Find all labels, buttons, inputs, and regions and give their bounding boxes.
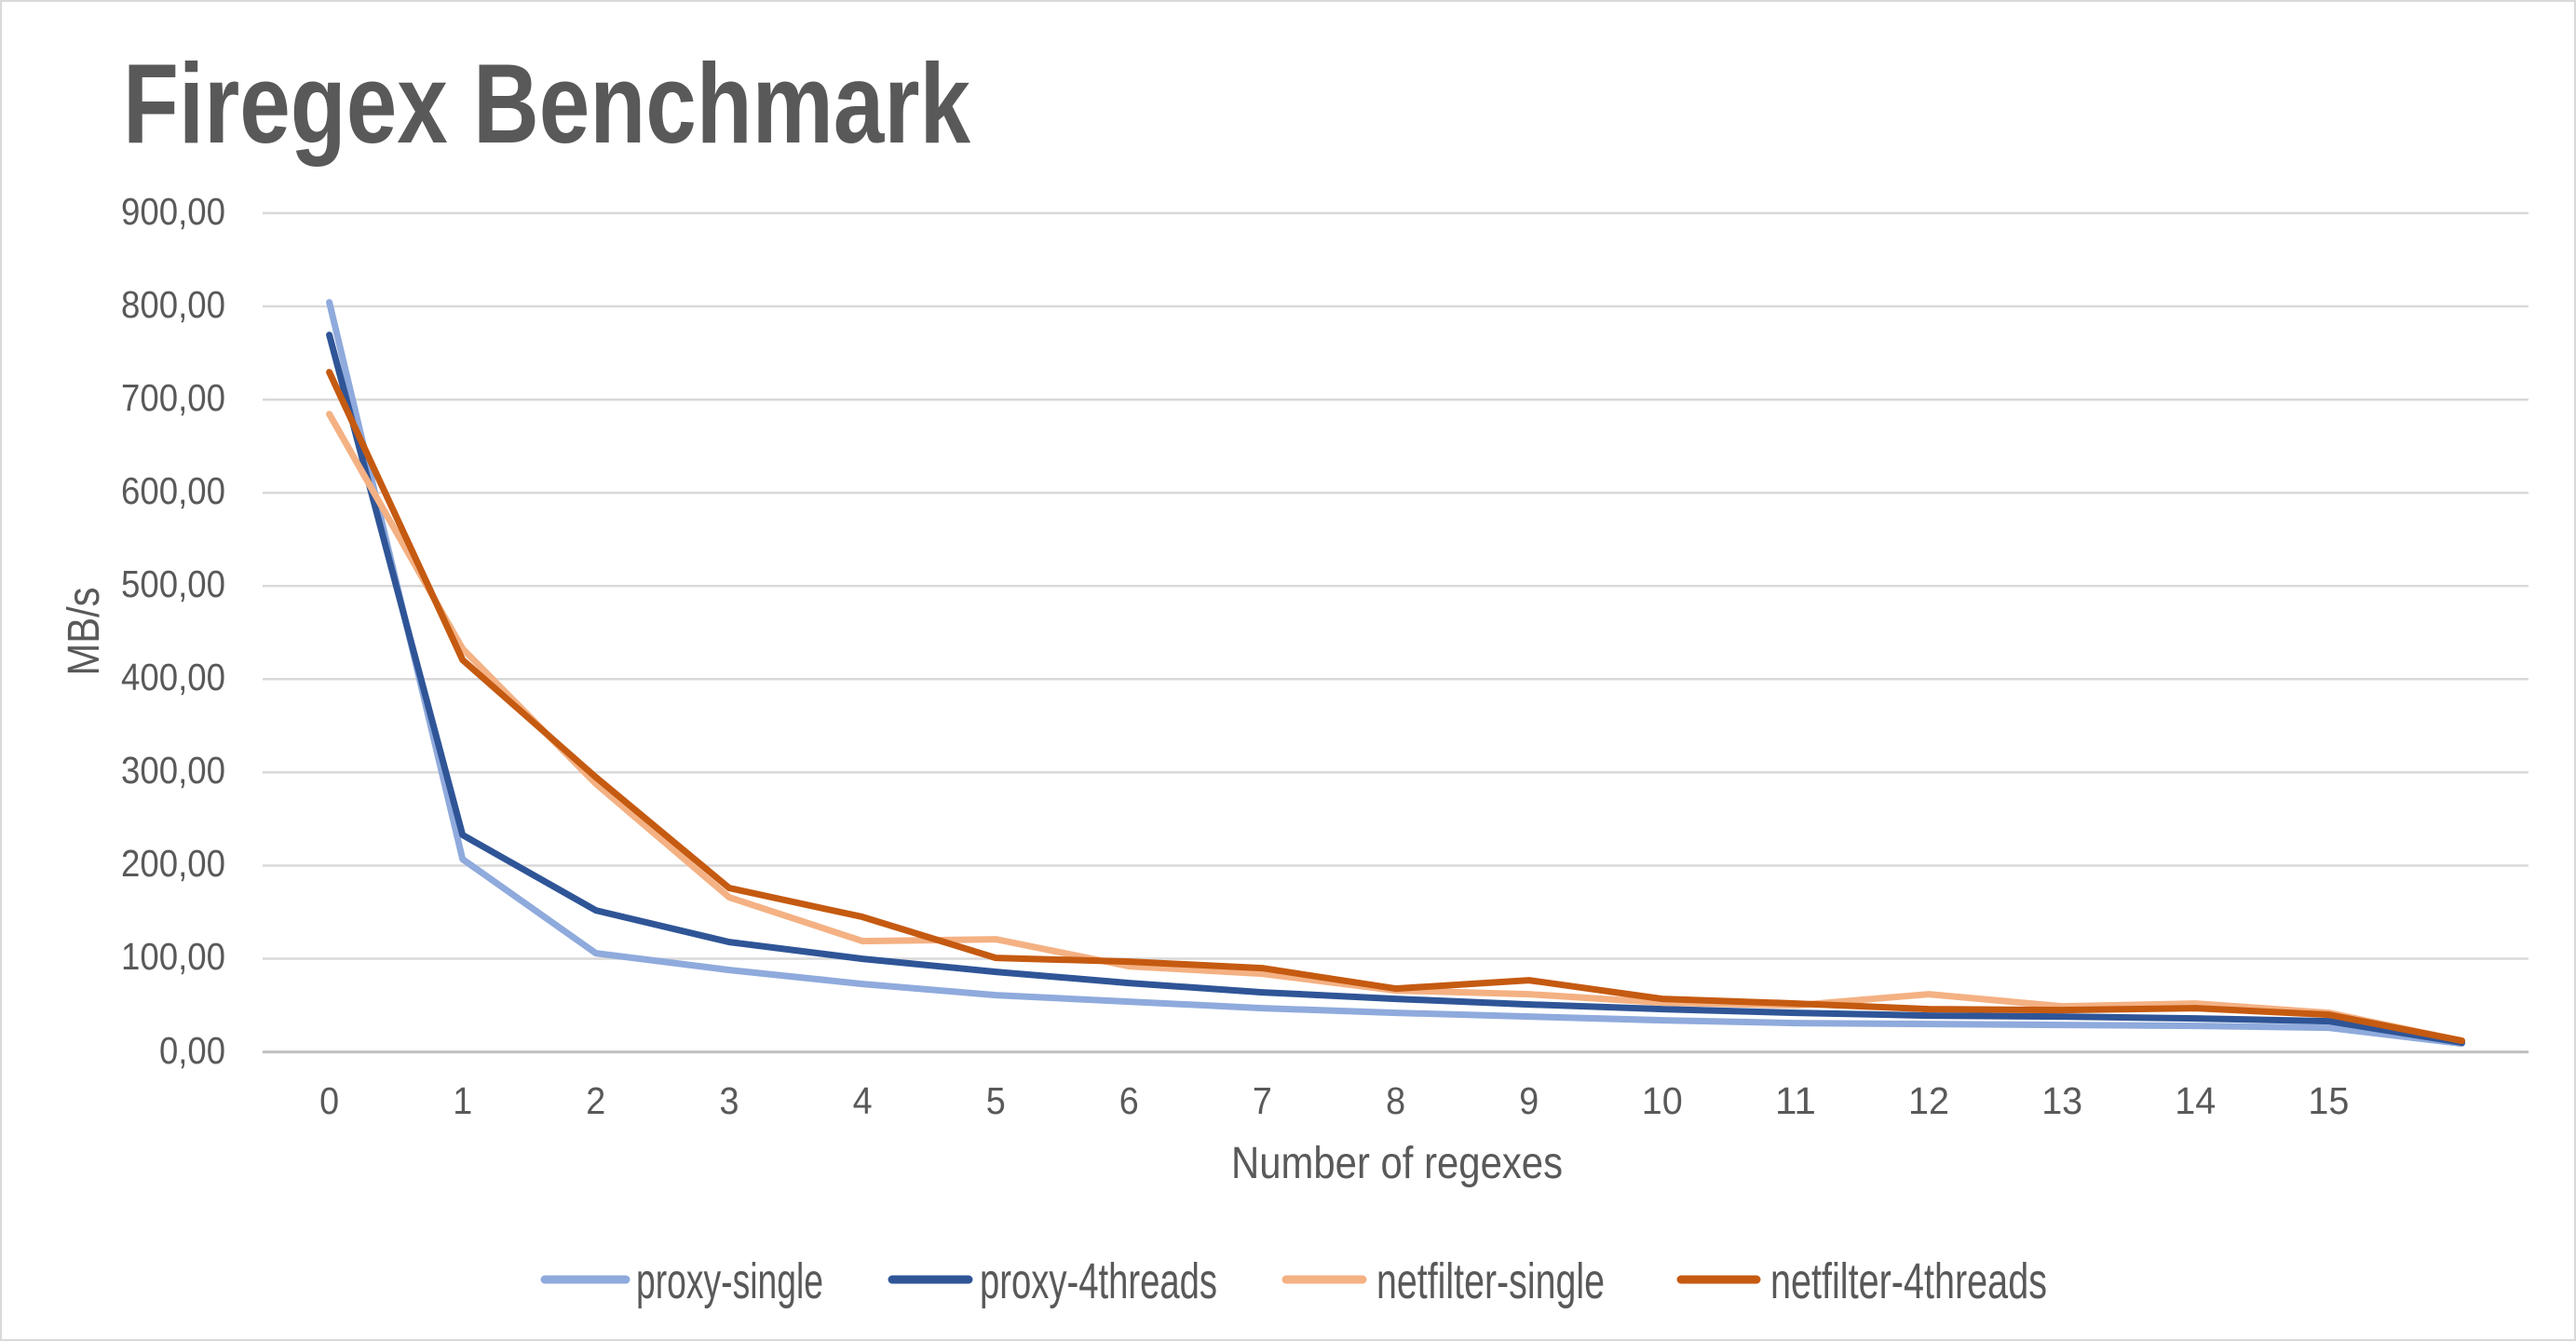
svg-text:14: 14 [2175,1079,2216,1122]
svg-text:12: 12 [1908,1079,1949,1122]
svg-text:1: 1 [453,1079,472,1122]
svg-text:500,00: 500,00 [121,562,225,605]
svg-text:900,00: 900,00 [121,190,225,233]
svg-text:4: 4 [853,1079,873,1122]
svg-text:Number of regexes: Number of regexes [1231,1139,1563,1188]
svg-text:9: 9 [1519,1079,1539,1122]
svg-text:3: 3 [720,1079,739,1122]
svg-text:7: 7 [1253,1079,1272,1122]
svg-text:5: 5 [986,1079,1006,1122]
svg-text:proxy-single: proxy-single [636,1253,823,1309]
svg-text:800,00: 800,00 [121,283,225,326]
svg-text:Firegex Benchmark: Firegex Benchmark [123,40,970,167]
svg-text:netfilter-single: netfilter-single [1376,1253,1605,1309]
svg-text:MB/s: MB/s [60,588,109,676]
svg-text:proxy-4threads: proxy-4threads [980,1253,1217,1309]
svg-text:600,00: 600,00 [121,469,225,512]
svg-text:0,00: 0,00 [159,1029,225,1072]
svg-text:8: 8 [1386,1079,1405,1122]
svg-text:netfilter-4threads: netfilter-4threads [1770,1253,2047,1309]
svg-text:400,00: 400,00 [121,656,225,698]
svg-text:13: 13 [2041,1079,2082,1122]
svg-text:10: 10 [1642,1079,1683,1122]
svg-text:2: 2 [586,1079,605,1122]
svg-text:11: 11 [1775,1079,1816,1122]
svg-text:100,00: 100,00 [121,935,225,978]
svg-text:15: 15 [2308,1079,2349,1122]
svg-text:200,00: 200,00 [121,842,225,885]
svg-text:700,00: 700,00 [121,376,225,419]
svg-text:6: 6 [1119,1079,1139,1122]
svg-text:0: 0 [319,1079,339,1122]
svg-text:300,00: 300,00 [121,749,225,792]
